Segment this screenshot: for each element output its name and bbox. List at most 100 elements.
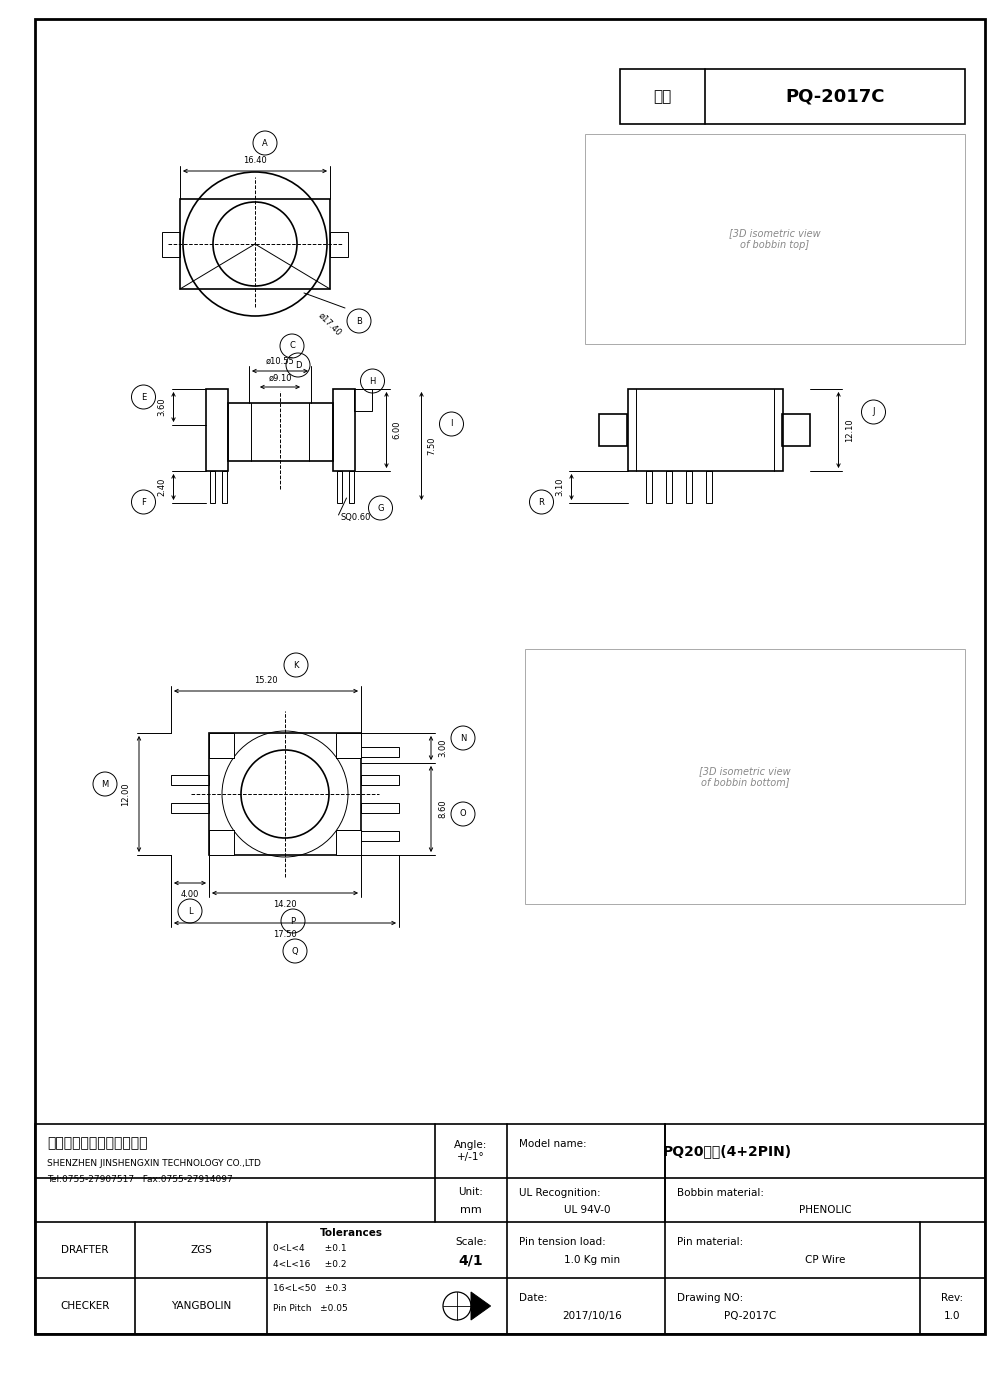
Bar bbox=[171, 775, 209, 785]
Text: G: G bbox=[377, 504, 384, 512]
Bar bbox=[686, 471, 692, 504]
Bar bbox=[35, 1123, 985, 1335]
Bar bbox=[585, 134, 965, 344]
Text: Scale:: Scale: bbox=[455, 1237, 487, 1247]
Text: ZGS: ZGS bbox=[190, 1245, 212, 1255]
Polygon shape bbox=[471, 1293, 491, 1321]
Text: 2017/10/16: 2017/10/16 bbox=[562, 1311, 622, 1321]
Text: 8.60: 8.60 bbox=[438, 800, 447, 818]
Text: I: I bbox=[450, 420, 453, 428]
Bar bbox=[361, 747, 399, 757]
Bar bbox=[333, 389, 355, 471]
Text: ø10.55: ø10.55 bbox=[266, 357, 294, 367]
Text: 6.00: 6.00 bbox=[393, 421, 402, 439]
Bar bbox=[620, 69, 965, 125]
Text: mm: mm bbox=[460, 1205, 482, 1214]
Bar bbox=[222, 471, 227, 504]
Text: 1.0: 1.0 bbox=[944, 1311, 961, 1321]
Text: Pin Pitch   ±0.05: Pin Pitch ±0.05 bbox=[273, 1304, 348, 1314]
Text: [3D isometric view
of bobbin bottom]: [3D isometric view of bobbin bottom] bbox=[699, 765, 791, 788]
Text: UL 94V-0: UL 94V-0 bbox=[564, 1205, 610, 1214]
Text: Model name:: Model name: bbox=[519, 1139, 587, 1149]
Bar bbox=[180, 199, 330, 290]
Text: SQ0.60: SQ0.60 bbox=[341, 512, 371, 522]
Bar bbox=[349, 471, 354, 504]
Text: PQ-2017C: PQ-2017C bbox=[724, 1311, 776, 1321]
Text: 4/1: 4/1 bbox=[459, 1254, 483, 1267]
Text: 12.10: 12.10 bbox=[845, 418, 854, 442]
Text: 4<L<16     ±0.2: 4<L<16 ±0.2 bbox=[273, 1260, 347, 1269]
Bar bbox=[330, 231, 348, 256]
Text: SHENZHEN JINSHENGXIN TECHNOLOGY CO.,LTD: SHENZHEN JINSHENGXIN TECHNOLOGY CO.,LTD bbox=[47, 1158, 261, 1168]
Text: Tolerances: Tolerances bbox=[320, 1228, 383, 1238]
Text: DRAFTER: DRAFTER bbox=[61, 1245, 109, 1255]
Text: Rev:: Rev: bbox=[941, 1293, 964, 1302]
Bar bbox=[361, 803, 399, 813]
Bar bbox=[782, 414, 810, 446]
Text: 16.40: 16.40 bbox=[243, 157, 267, 165]
Text: B: B bbox=[356, 316, 362, 326]
Text: J: J bbox=[872, 407, 875, 417]
Text: UL Recognition:: UL Recognition: bbox=[519, 1188, 601, 1198]
Text: Bobbin material:: Bobbin material: bbox=[677, 1188, 764, 1198]
Bar bbox=[628, 389, 782, 471]
Text: A: A bbox=[262, 139, 268, 147]
Text: Angle:
+/-1°: Angle: +/-1° bbox=[454, 1140, 488, 1161]
Text: Date:: Date: bbox=[519, 1293, 548, 1302]
Text: 3.60: 3.60 bbox=[158, 397, 167, 417]
Text: [3D isometric view
of bobbin top]: [3D isometric view of bobbin top] bbox=[729, 228, 821, 250]
Text: P: P bbox=[290, 916, 296, 926]
Text: ø17.40: ø17.40 bbox=[316, 311, 343, 337]
Text: 15.20: 15.20 bbox=[254, 676, 278, 686]
Text: Tel:0755-27907517   Fax:0755-27914097: Tel:0755-27907517 Fax:0755-27914097 bbox=[47, 1175, 233, 1184]
Bar bbox=[354, 389, 372, 411]
Text: 12.00: 12.00 bbox=[121, 782, 130, 806]
Text: 16<L<50   ±0.3: 16<L<50 ±0.3 bbox=[273, 1284, 347, 1293]
Text: K: K bbox=[293, 660, 299, 670]
Text: Pin material:: Pin material: bbox=[677, 1237, 743, 1247]
Text: 3.00: 3.00 bbox=[438, 739, 447, 757]
Bar bbox=[336, 733, 361, 758]
Text: D: D bbox=[295, 361, 301, 369]
Text: 14.20: 14.20 bbox=[273, 900, 297, 909]
Bar bbox=[599, 414, 628, 446]
Text: N: N bbox=[460, 733, 466, 743]
Text: F: F bbox=[141, 498, 146, 506]
Bar bbox=[525, 649, 965, 904]
Bar bbox=[209, 830, 234, 855]
Bar bbox=[337, 471, 342, 504]
Text: CP Wire: CP Wire bbox=[805, 1255, 845, 1265]
Bar bbox=[336, 830, 361, 855]
Text: C: C bbox=[289, 341, 295, 351]
Text: 2.40: 2.40 bbox=[158, 478, 167, 497]
Text: Unit:: Unit: bbox=[459, 1186, 483, 1198]
Text: 17.50: 17.50 bbox=[273, 930, 297, 939]
Bar bbox=[361, 775, 399, 785]
Bar bbox=[210, 471, 215, 504]
Text: H: H bbox=[369, 376, 376, 386]
Bar bbox=[706, 471, 712, 504]
Text: Pin tension load:: Pin tension load: bbox=[519, 1237, 606, 1247]
Bar bbox=[666, 471, 672, 504]
Bar bbox=[209, 733, 361, 855]
Text: YANGBOLIN: YANGBOLIN bbox=[171, 1301, 231, 1311]
Text: CHECKER: CHECKER bbox=[60, 1301, 110, 1311]
Text: PQ-2017C: PQ-2017C bbox=[785, 88, 885, 105]
Text: 7.50: 7.50 bbox=[428, 436, 436, 455]
Bar bbox=[361, 831, 399, 841]
Bar bbox=[646, 471, 652, 504]
Text: L: L bbox=[188, 907, 192, 915]
Text: 型号: 型号 bbox=[653, 90, 671, 104]
Bar bbox=[162, 231, 180, 256]
Bar bbox=[206, 389, 228, 471]
Text: Drawing NO:: Drawing NO: bbox=[677, 1293, 743, 1302]
Text: PQ20立式(4+2PIN): PQ20立式(4+2PIN) bbox=[662, 1144, 792, 1158]
Text: 深圳市金盛鑫科技有限公司: 深圳市金盛鑫科技有限公司 bbox=[47, 1136, 148, 1150]
Bar bbox=[171, 803, 209, 813]
Text: 1.0 Kg min: 1.0 Kg min bbox=[564, 1255, 620, 1265]
Text: Q: Q bbox=[292, 947, 298, 956]
Text: ø9.10: ø9.10 bbox=[268, 374, 292, 383]
Text: O: O bbox=[460, 810, 466, 818]
Bar bbox=[209, 733, 234, 758]
Text: 0<L<4       ±0.1: 0<L<4 ±0.1 bbox=[273, 1244, 347, 1254]
